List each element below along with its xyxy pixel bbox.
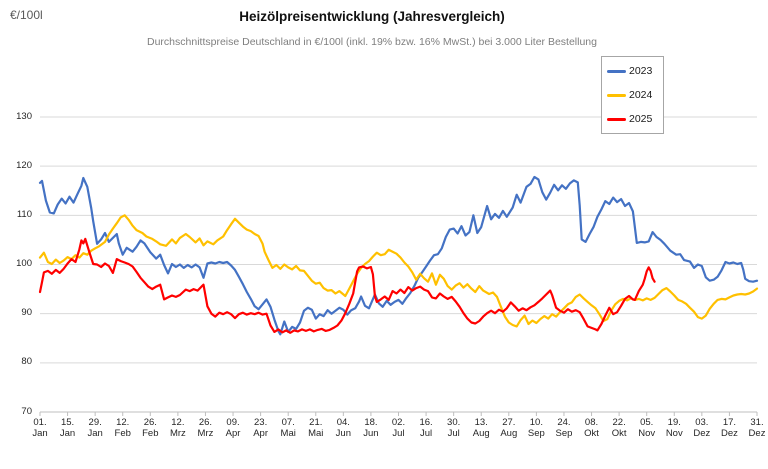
legend-item-2023: 2023 (607, 65, 663, 77)
x-axis-label-02.Jul: 02. Jul (391, 417, 406, 439)
chart-title: Heizölpreisentwicklung (Jahresvergleich) (239, 9, 505, 24)
x-axis-label-16.Jul: 16. Jul (419, 417, 433, 439)
y-axis-label-110: 110 (16, 208, 32, 220)
y-axis-unit-label: €/100l (10, 8, 43, 22)
x-axis-label-05.Nov: 05. Nov (638, 417, 656, 439)
x-axis-label-01.Jan: 01. Jan (32, 417, 48, 439)
x-axis-label-19.Nov: 19. Nov (665, 417, 683, 439)
legend-swatch-2023 (607, 69, 626, 73)
y-axis-label-90: 90 (21, 307, 32, 319)
x-axis-label-21.Mai: 21. Mai (308, 417, 324, 439)
legend-item-2024: 2024 (607, 89, 663, 101)
x-axis-label-13.Aug: 13. Aug (472, 417, 490, 439)
x-axis-label-31.Dez: 31. Dez (748, 417, 766, 439)
y-axis-label-80: 80 (21, 356, 32, 368)
y-axis-label-130: 130 (16, 110, 32, 122)
legend-label-2024: 2024 (629, 89, 653, 101)
x-axis-label-04.Jun: 04. Jun (335, 417, 351, 439)
x-axis-label-12.Mrz: 12. Mrz (169, 417, 186, 439)
x-axis-label-10.Sep: 10. Sep (527, 417, 545, 439)
x-axis-label-30.Jul: 30. Jul (447, 417, 461, 439)
chart-subtitle: Durchschnittspreise Deutschland in €/100… (147, 36, 597, 48)
x-axis-label-17.Dez: 17. Dez (720, 417, 738, 439)
x-axis-label-26.Feb: 26. Feb (142, 417, 159, 439)
x-axis-label-24.Sep: 24. Sep (555, 417, 573, 439)
x-axis-label-12.Feb: 12. Feb (114, 417, 131, 439)
chart-legend: 2023 2024 2025 (601, 56, 664, 134)
x-axis-label-23.Apr: 23. Apr (253, 417, 268, 439)
x-axis-label-18.Jun: 18. Jun (363, 417, 379, 439)
x-axis-label-08.Okt: 08. Okt (584, 417, 599, 439)
x-axis-label-09.Apr: 09. Apr (225, 417, 241, 439)
legend-swatch-2025 (607, 117, 626, 121)
x-axis-label-26.Mrz: 26. Mrz (197, 417, 214, 439)
series-line-2024 (38, 214, 759, 328)
legend-swatch-2024 (607, 93, 626, 97)
x-axis-label-27.Aug: 27. Aug (500, 417, 518, 439)
x-axis-label-03.Dez: 03. Dez (693, 417, 711, 439)
y-axis-label-70: 70 (21, 405, 32, 417)
x-axis-label-29.Jan: 29. Jan (87, 417, 103, 439)
x-axis-label-15.Jan: 15. Jan (59, 417, 76, 439)
legend-item-2025: 2025 (607, 113, 663, 125)
series-line-2023 (38, 175, 759, 336)
y-axis-label-100: 100 (16, 258, 32, 269)
x-axis-label-07.Mai: 07. Mai (280, 417, 296, 439)
x-axis-label-22.Okt: 22. Okt (611, 417, 627, 439)
legend-label-2023: 2023 (629, 65, 653, 77)
series-line-2025 (38, 237, 656, 334)
y-axis-label-120: 120 (16, 159, 32, 171)
legend-label-2025: 2025 (629, 113, 653, 125)
